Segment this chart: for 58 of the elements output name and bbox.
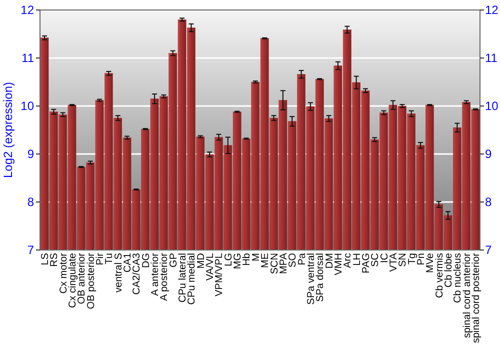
- x-tick-label: VMH: [333, 253, 344, 276]
- x-tick-label: LH: [352, 253, 363, 266]
- x-tick-label: ventral S: [113, 252, 124, 292]
- x-tick-label: M: [250, 253, 262, 262]
- y2-tick-label: 8: [485, 195, 492, 210]
- x-tick-label: CA2/CA3: [132, 252, 143, 295]
- x-tick-label: spinal cord anterior: [462, 252, 473, 338]
- x-tick-label: SCN: [269, 253, 280, 274]
- y-tick-label: 10: [20, 99, 34, 114]
- y-tick-label: 12: [20, 3, 34, 18]
- y2-tick-label: 7: [485, 243, 492, 258]
- x-tick-label: Cx cingulate: [68, 252, 79, 308]
- x-tick-label: OB posterior: [86, 252, 97, 310]
- x-tick-label: MPA: [278, 252, 290, 274]
- x-tick-label: Cb lobe: [443, 252, 454, 288]
- x-tick-label: Arc: [342, 253, 354, 268]
- x-tick-label: SN: [398, 253, 409, 267]
- x-tick-label: MVe: [425, 252, 436, 274]
- y-tick-label: 9: [27, 147, 34, 162]
- x-tick-label: OB anterior: [76, 252, 88, 304]
- x-tick-label: Cb vermis: [434, 253, 446, 298]
- x-tick-label: ME: [260, 252, 272, 268]
- x-tick-label: IC: [379, 253, 390, 263]
- x-tick-label: Cb nucleus: [452, 253, 464, 304]
- x-tick-label: VTA: [388, 252, 400, 272]
- y2-tick-label: 11: [485, 51, 498, 66]
- x-tick-label: Hb: [242, 252, 253, 266]
- x-tick-label: RS: [49, 252, 60, 267]
- x-tick-label: SC: [370, 253, 382, 267]
- x-tick-label: Pn: [416, 253, 427, 266]
- x-tick-label: Tg: [406, 253, 418, 265]
- x-tick-label: LG: [223, 252, 234, 266]
- x-tick-label: SPa ventral: [306, 253, 317, 305]
- y-tick-label: 7: [27, 243, 34, 258]
- x-tick-label: CPu medial: [186, 253, 198, 305]
- x-tick-label: DM: [324, 253, 336, 269]
- y-tick-label: 8: [27, 195, 34, 210]
- x-tick-label: CA1: [122, 252, 134, 272]
- x-tick-label: GP: [168, 252, 180, 268]
- x-tick-label: VPM/VPL: [214, 252, 226, 296]
- x-tick-label: LS: [40, 252, 51, 266]
- x-tick-label: A posterior: [159, 252, 170, 301]
- x-tick-label: DG: [140, 252, 152, 268]
- x-tick-label: A anterior: [150, 252, 162, 296]
- y-axis-title: Log2 (expression): [1, 82, 15, 178]
- x-tick-label: MD: [196, 253, 207, 269]
- x-tick-label: PAG: [360, 252, 372, 274]
- y2-tick-label: 10: [485, 99, 499, 114]
- x-tick-label: Pa: [296, 252, 308, 266]
- y2-tick-label: 9: [485, 147, 492, 162]
- x-tick-label: SPa dorsal: [315, 253, 326, 302]
- x-tick-label: spinal cord posterior: [471, 252, 482, 344]
- x-tick-label: Cx motor: [58, 252, 70, 294]
- x-tick-label: SO: [288, 252, 299, 268]
- x-tick-label: Tu: [104, 253, 116, 264]
- y2-tick-label: 12: [485, 3, 499, 18]
- x-tick-label: Pir: [95, 252, 106, 266]
- y-tick-label: 11: [22, 51, 34, 66]
